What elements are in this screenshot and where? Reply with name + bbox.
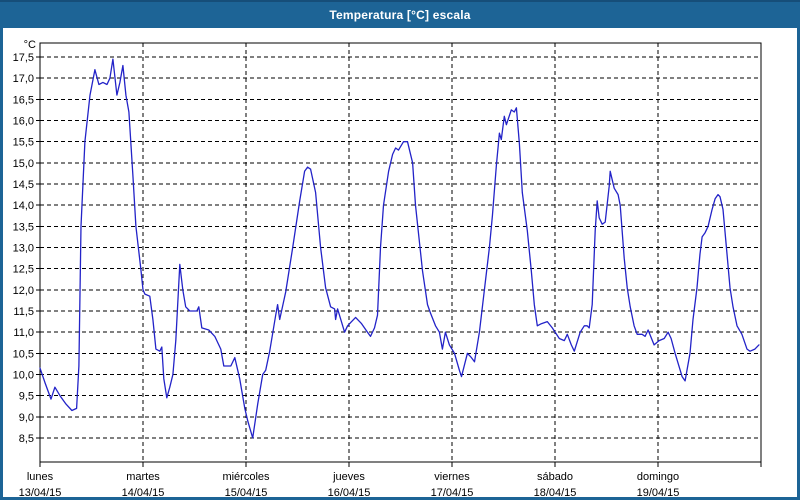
y-tick-label: 11,0 (13, 327, 34, 339)
x-date-label: 17/04/15 (431, 487, 474, 497)
y-tick-label: 9,5 (19, 391, 34, 403)
temperature-line (39, 58, 760, 439)
y-axis-unit-label: °C (24, 39, 36, 51)
y-tick-label: 14,0 (13, 200, 34, 212)
x-date-label: 14/04/15 (122, 487, 165, 497)
y-tick-label: 8,5 (19, 433, 34, 445)
y-tick-label: 15,0 (13, 158, 34, 170)
x-date-label: 13/04/15 (19, 487, 62, 497)
temperature-chart: 17,5 17,0 16,5 16,0 15,5 15,0 14,5 14,0 13,5 13,0… (13, 39, 762, 499)
x-day-label: viernes (434, 471, 470, 483)
y-tick-label: 9,0 (19, 412, 34, 424)
x-day-label: martes (126, 471, 160, 483)
x-date-label: 15/04/15 (225, 487, 268, 497)
y-tick-label: 13,5 (13, 221, 34, 233)
x-day-label: jueves (332, 471, 365, 483)
x-day-label: sábado (537, 471, 573, 483)
y-tick-label: 14,5 (13, 179, 34, 191)
y-tick-label: 17,0 (13, 73, 34, 85)
y-tick-label: 12,0 (13, 285, 34, 297)
y-tick-label: 16,0 (13, 116, 34, 128)
y-tick-label: 11,5 (13, 306, 34, 318)
y-tick-label: 10,0 (13, 370, 34, 382)
chart-area: 17,5 17,0 16,5 16,0 15,5 15,0 14,5 14,0 13,5 13,0… (3, 28, 797, 499)
y-tick-label: 12,5 (13, 264, 34, 276)
x-date-label: 16/04/15 (328, 487, 371, 497)
plot-border (39, 42, 762, 463)
y-tick-label: 15,5 (13, 137, 34, 149)
y-tick-label: 16,5 (13, 94, 34, 106)
x-day-label: domingo (637, 471, 679, 483)
x-date-label: 19/04/15 (637, 487, 680, 497)
x-day-label: miércoles (222, 471, 270, 483)
y-tick-label: 13,0 (13, 243, 34, 255)
x-day-label: lunes (27, 471, 54, 483)
x-date-label: 18/04/15 (534, 487, 577, 497)
title-bar: Temperatura [°C] escala (0, 0, 800, 28)
y-tick-label: 17,5 (13, 52, 34, 64)
y-tick-label: 10,5 (13, 348, 34, 360)
chart-title: Temperatura [°C] escala (329, 8, 471, 22)
